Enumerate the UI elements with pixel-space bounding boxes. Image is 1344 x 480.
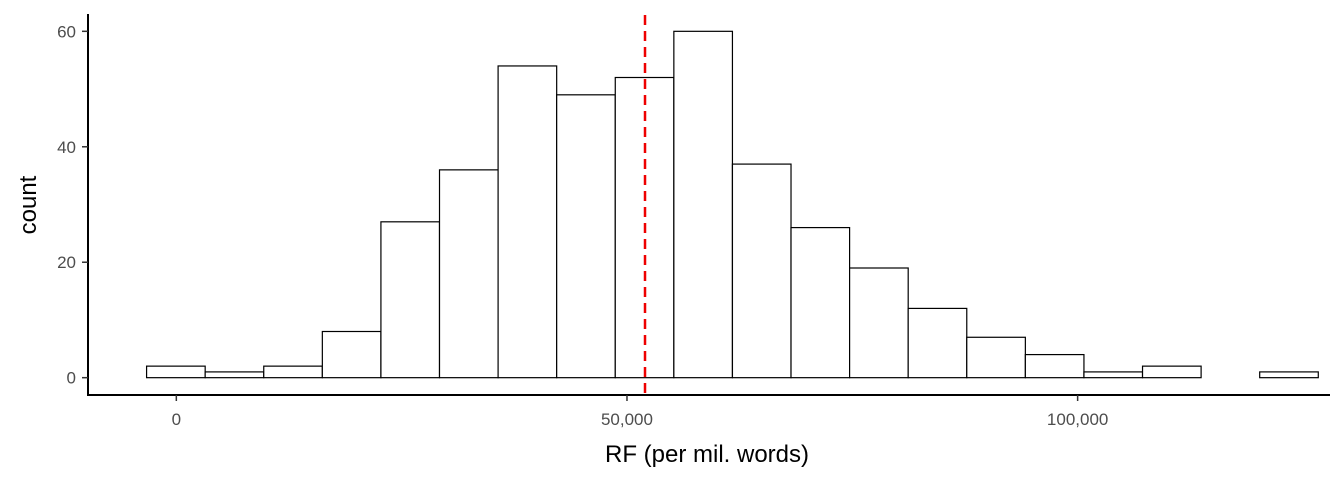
histogram-bar-3: [321, 330, 382, 379]
histogram-bar-13: [907, 307, 968, 379]
histogram-bar-5: [438, 169, 499, 379]
y-axis-title: count: [15, 175, 42, 234]
axes: 0 50,000 100,000 0 20 40 60: [57, 14, 1330, 429]
histogram-bar-10: [731, 163, 792, 379]
x-tick-label-2: 100,000: [1047, 410, 1108, 429]
histogram-bar-15: [1024, 353, 1085, 379]
histogram-bar-6: [497, 65, 558, 379]
x-tick-label-0: 0: [172, 410, 181, 429]
y-tick-label-1: 20: [57, 253, 76, 272]
histogram-bar-12: [849, 267, 909, 379]
y-tick-label-2: 40: [57, 138, 76, 157]
histogram-bar-7: [556, 94, 616, 379]
histogram-bar-0: [145, 365, 206, 379]
histogram-bar-1: [204, 371, 265, 379]
histogram-bar-11: [790, 226, 851, 379]
histogram-bar-4: [380, 221, 441, 379]
histogram-bar-16: [1083, 371, 1144, 379]
y-tick-label-0: 0: [67, 369, 76, 388]
x-axis-title: RF (per mil. words): [605, 441, 809, 468]
histogram-bar-19: [1259, 371, 1319, 379]
histogram-bar-14: [966, 336, 1026, 379]
y-tick-label-3: 60: [57, 22, 76, 41]
x-tick-label-1: 50,000: [601, 410, 653, 429]
histogram-bar-2: [263, 365, 323, 379]
histogram-bar-17: [1141, 365, 1202, 379]
histogram-bar-9: [673, 30, 734, 379]
histogram-bars: [145, 30, 1319, 379]
